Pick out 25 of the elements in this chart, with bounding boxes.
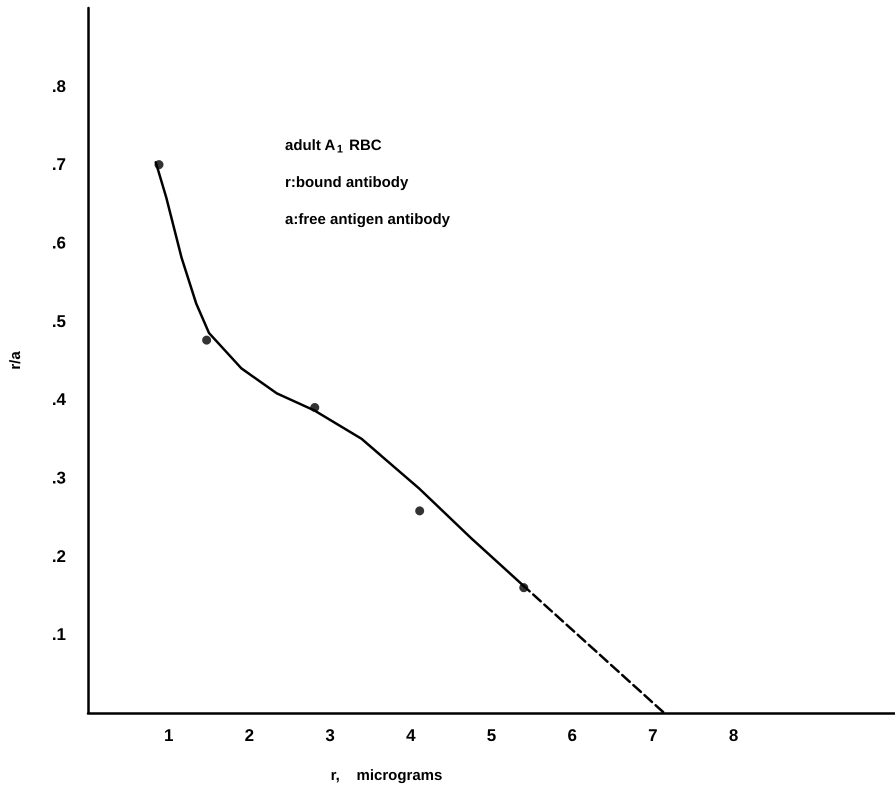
- point: [310, 403, 320, 412]
- y-tick-label: .1: [52, 625, 66, 644]
- y-tick-label: .8: [52, 76, 66, 96]
- x-tick-label: 1: [164, 726, 174, 745]
- y-tick-label: .5: [52, 312, 66, 331]
- point: [202, 336, 212, 345]
- x-tick-label: 4: [406, 726, 416, 745]
- y-axis-title: r/a: [7, 350, 24, 370]
- annotation: r:bound antibody: [285, 174, 409, 191]
- x-tick-label: 3: [325, 726, 335, 745]
- y-tick-label: .7: [52, 155, 66, 174]
- point: [154, 160, 164, 170]
- x-tick-label: 2: [244, 726, 254, 745]
- point: [415, 506, 424, 516]
- x-tick-label: 5: [486, 726, 496, 745]
- x-axis-title: r, micrograms: [330, 767, 442, 784]
- point: [519, 583, 528, 592]
- x-tick-label: 7: [648, 726, 658, 745]
- y-tick-label: .4: [52, 390, 67, 410]
- x-tick-label: 8: [728, 726, 738, 745]
- y-tick-label: .6: [52, 234, 66, 252]
- x-tick-label: 6: [567, 726, 577, 745]
- y-tick-label: .3: [52, 468, 66, 488]
- y-tick-label: .2: [52, 546, 66, 566]
- annotation: a:free antigen antibody: [285, 211, 451, 228]
